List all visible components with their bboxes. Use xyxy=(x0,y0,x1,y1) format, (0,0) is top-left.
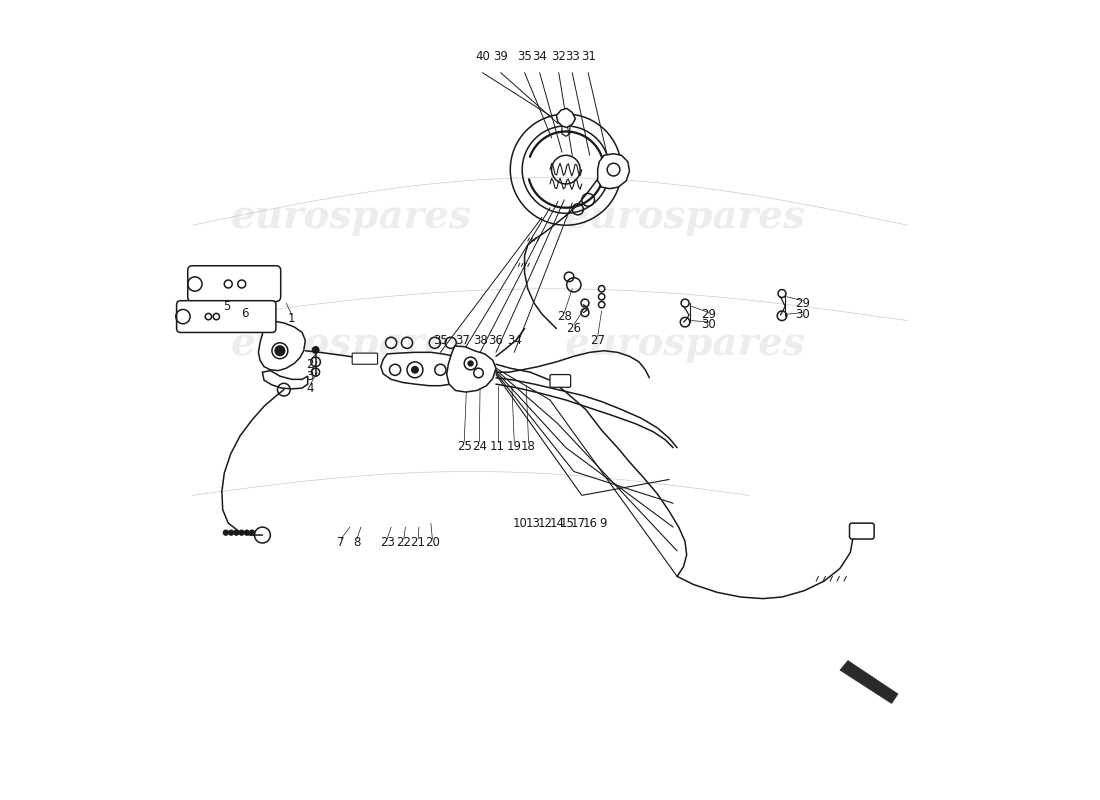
Text: 1: 1 xyxy=(288,313,296,326)
Circle shape xyxy=(250,530,254,535)
Text: 2: 2 xyxy=(306,358,313,370)
Text: 9: 9 xyxy=(600,517,607,530)
FancyBboxPatch shape xyxy=(188,266,280,302)
Text: eurospares: eurospares xyxy=(231,198,472,236)
Text: 35: 35 xyxy=(433,334,448,347)
Polygon shape xyxy=(263,370,308,389)
Text: 10: 10 xyxy=(513,517,527,530)
Text: 17: 17 xyxy=(571,517,586,530)
Polygon shape xyxy=(557,109,575,127)
Text: 32: 32 xyxy=(551,50,566,63)
Text: 11: 11 xyxy=(491,439,505,453)
Text: 39: 39 xyxy=(493,50,508,63)
Text: 13: 13 xyxy=(526,517,541,530)
FancyBboxPatch shape xyxy=(849,523,875,539)
Text: 14: 14 xyxy=(550,517,564,530)
Polygon shape xyxy=(840,661,898,703)
Text: eurospares: eurospares xyxy=(231,326,472,363)
Circle shape xyxy=(469,361,473,366)
Text: 19: 19 xyxy=(507,439,521,453)
Text: 25: 25 xyxy=(456,439,472,453)
Circle shape xyxy=(411,366,418,373)
Text: 3: 3 xyxy=(307,370,314,382)
Text: 34: 34 xyxy=(507,334,521,347)
Text: 28: 28 xyxy=(557,310,572,323)
Text: 29: 29 xyxy=(795,297,810,310)
Text: 38: 38 xyxy=(473,334,487,347)
Text: 15: 15 xyxy=(560,517,575,530)
Circle shape xyxy=(229,530,233,535)
Text: 26: 26 xyxy=(566,322,581,335)
Text: 21: 21 xyxy=(410,537,426,550)
FancyBboxPatch shape xyxy=(352,353,377,364)
FancyBboxPatch shape xyxy=(177,301,276,333)
Polygon shape xyxy=(597,154,629,189)
Text: 23: 23 xyxy=(379,537,395,550)
Circle shape xyxy=(234,530,239,535)
Circle shape xyxy=(244,530,250,535)
FancyBboxPatch shape xyxy=(550,374,571,387)
Text: 4: 4 xyxy=(306,382,313,395)
Polygon shape xyxy=(258,321,306,370)
Text: 35: 35 xyxy=(517,50,532,63)
Circle shape xyxy=(275,346,285,355)
Text: 18: 18 xyxy=(521,439,536,453)
Text: 24: 24 xyxy=(472,439,487,453)
Circle shape xyxy=(223,530,229,535)
Text: 31: 31 xyxy=(581,50,595,63)
Text: eurospares: eurospares xyxy=(564,198,805,236)
Text: 12: 12 xyxy=(538,517,552,530)
Text: 34: 34 xyxy=(532,50,547,63)
Text: 8: 8 xyxy=(353,537,361,550)
Text: 5: 5 xyxy=(223,300,230,313)
Text: 33: 33 xyxy=(565,50,580,63)
Text: 20: 20 xyxy=(425,537,440,550)
Text: 30: 30 xyxy=(795,308,810,321)
Text: 29: 29 xyxy=(702,308,716,321)
Text: 27: 27 xyxy=(591,334,605,347)
Text: 40: 40 xyxy=(475,50,490,63)
Circle shape xyxy=(239,530,244,535)
Text: eurospares: eurospares xyxy=(564,326,805,363)
Polygon shape xyxy=(447,346,496,392)
Polygon shape xyxy=(381,352,466,386)
Text: 22: 22 xyxy=(396,537,411,550)
Text: 6: 6 xyxy=(241,307,249,320)
Text: 37: 37 xyxy=(455,334,470,347)
Text: 30: 30 xyxy=(702,318,716,331)
Circle shape xyxy=(312,346,319,353)
Text: 36: 36 xyxy=(488,334,504,347)
Text: 7: 7 xyxy=(338,537,344,550)
Text: 16: 16 xyxy=(583,517,598,530)
